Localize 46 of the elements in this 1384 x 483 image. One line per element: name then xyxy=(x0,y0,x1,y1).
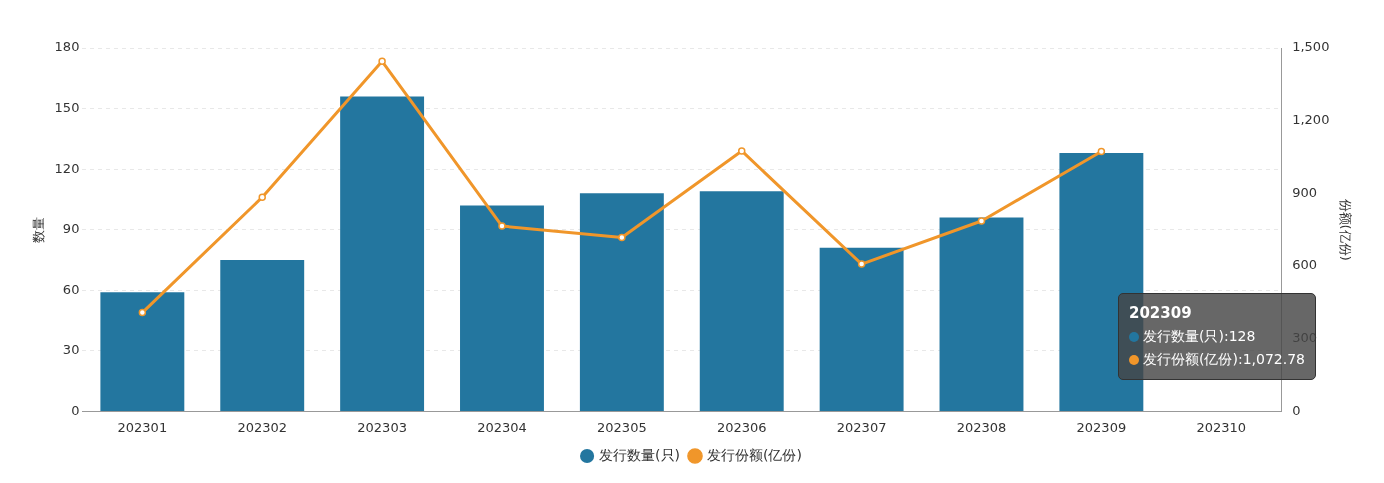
point xyxy=(977,217,986,225)
y2-tick-label: 900 xyxy=(1292,184,1318,200)
bar xyxy=(220,259,305,411)
y2-tick-label: 0 xyxy=(1292,402,1301,418)
annotation: 发行数量(只):128 xyxy=(1143,327,1256,346)
y2-tick-label: 1,500 xyxy=(1292,39,1330,55)
point xyxy=(378,57,386,66)
y-tick-label: 90 xyxy=(62,221,80,237)
bar xyxy=(460,205,544,411)
annotation: 发行份额(亿份):1,072.78 xyxy=(1143,350,1305,369)
bar xyxy=(100,292,185,411)
x-tick-label: 202303 xyxy=(357,419,407,435)
x-tick-label: 202305 xyxy=(597,419,647,435)
bar xyxy=(579,193,664,411)
legend-label: 发行数量(只) xyxy=(599,446,681,463)
y2-axis-title: 份额(亿份) xyxy=(1337,198,1353,261)
y-tick-label: 180 xyxy=(54,39,80,55)
point xyxy=(737,147,746,155)
x-tick-label: 202306 xyxy=(716,419,767,435)
x-tick-label: 202309 xyxy=(1076,419,1127,435)
x-tick-label: 202308 xyxy=(956,419,1007,435)
y-tick-label: 0 xyxy=(71,402,80,418)
x-tick-label: 202301 xyxy=(117,419,168,435)
point xyxy=(1097,147,1106,156)
point xyxy=(618,233,626,242)
point xyxy=(857,260,866,268)
y-tick-label: 120 xyxy=(54,160,80,176)
y-tick-label: 30 xyxy=(62,342,80,358)
legend-label: 发行份额(亿份) xyxy=(707,446,802,463)
y2-tick-label: 600 xyxy=(1292,257,1318,273)
y-tick-label: 60 xyxy=(62,281,80,297)
annotation: 202309 xyxy=(1129,303,1192,324)
point xyxy=(498,222,506,230)
x-tick-label: 202310 xyxy=(1196,419,1247,435)
bar xyxy=(699,191,784,411)
x-tick-label: 202304 xyxy=(477,419,527,435)
y-tick-label: 150 xyxy=(54,99,80,115)
y-axis-title: 数量 xyxy=(31,216,47,243)
x-tick-label: 202302 xyxy=(237,419,288,435)
bar xyxy=(340,96,425,411)
bar xyxy=(819,247,904,411)
point xyxy=(138,308,147,317)
point xyxy=(258,193,266,201)
y2-tick-label: 1,200 xyxy=(1292,112,1330,128)
bar xyxy=(939,217,1024,411)
x-tick-label: 202307 xyxy=(836,419,887,435)
